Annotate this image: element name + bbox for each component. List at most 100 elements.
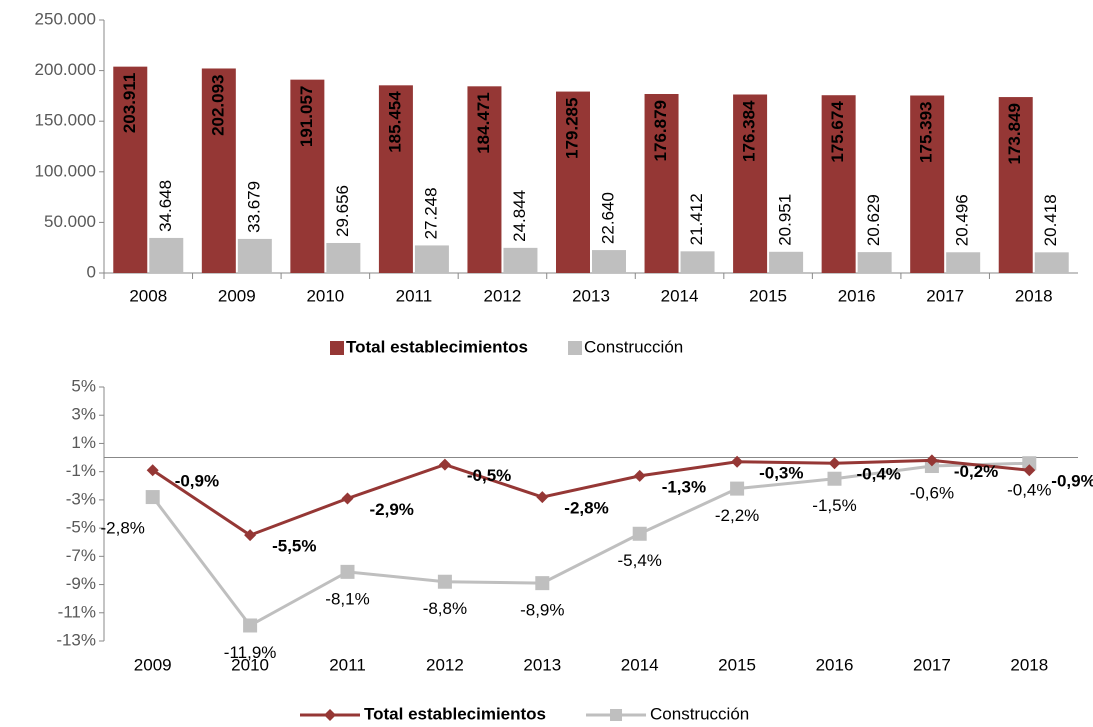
legend-marker (610, 709, 623, 721)
bar (769, 251, 804, 273)
bar (503, 247, 538, 273)
value-label: 203.911 (120, 73, 139, 134)
value-label: 185.454 (385, 91, 404, 153)
y-tick-label: 5% (71, 376, 96, 395)
legend-swatch (330, 341, 344, 355)
legend-swatch (568, 341, 583, 355)
y-tick-label: -11% (58, 602, 96, 621)
bar (149, 237, 184, 273)
x-tick-label: 2013 (572, 286, 610, 305)
bar (378, 85, 413, 273)
value-label: -0,3% (759, 463, 803, 482)
x-tick-label: 2012 (426, 655, 464, 674)
bar (556, 91, 590, 273)
bar (680, 251, 715, 273)
value-label: 33.679 (244, 181, 263, 233)
marker (146, 464, 159, 477)
line (151, 461, 1030, 628)
bar (201, 68, 236, 274)
value-label: 175.674 (828, 101, 847, 163)
y-tick-label: 1% (71, 433, 96, 452)
marker (340, 564, 355, 579)
legend-label: Total establecimientos (346, 337, 528, 356)
bar (910, 95, 945, 273)
bar (113, 66, 148, 274)
bar (946, 252, 981, 273)
value-label: 202.093 (208, 74, 227, 135)
bar (592, 250, 626, 273)
marker (243, 618, 258, 633)
legend-marker (324, 709, 336, 721)
marker (925, 454, 938, 467)
value-label: 20.496 (953, 194, 972, 246)
x-tick-label: 2008 (129, 286, 167, 305)
x-tick-label: 2015 (749, 286, 787, 305)
value-label: -0,9% (1051, 472, 1093, 491)
value-label: 24.844 (510, 190, 529, 242)
value-label: 34.648 (156, 180, 175, 232)
x-tick-label: 2011 (396, 286, 433, 305)
marker (536, 491, 549, 504)
y-tick-label: 50.000 (44, 212, 96, 231)
bar (733, 94, 768, 273)
marker (341, 492, 354, 505)
marker (632, 526, 647, 541)
value-label: -5,4% (617, 551, 661, 570)
bar (1034, 252, 1069, 273)
value-label: -1,5% (812, 496, 856, 515)
y-tick-label: 0 (87, 262, 96, 281)
bar (998, 97, 1033, 273)
value-label: -0,2% (954, 462, 998, 481)
x-tick-label: 2009 (218, 286, 256, 305)
x-tick-label: 2010 (231, 655, 269, 674)
x-tick-label: 2016 (816, 655, 854, 674)
value-label: -11,9% (224, 643, 277, 662)
legend-label: Construcción (584, 337, 683, 356)
value-label: 27.248 (421, 187, 440, 239)
marker (731, 455, 744, 468)
value-label: -0,6% (910, 484, 954, 503)
y-tick-label: 250.000 (35, 9, 96, 28)
line (151, 458, 1030, 537)
x-tick-label: 2018 (1010, 655, 1048, 674)
y-tick-label: -3% (66, 489, 96, 508)
x-tick-label: 2013 (523, 655, 561, 674)
x-tick-label: 2018 (1015, 286, 1053, 305)
marker (1023, 464, 1036, 477)
y-tick-label: -1% (66, 461, 96, 480)
y-tick-label: 100.000 (35, 161, 96, 180)
value-label: 20.418 (1041, 194, 1060, 246)
x-tick-label: 2014 (661, 286, 699, 305)
value-label: -0,9% (175, 472, 219, 491)
y-tick-label: -13% (56, 630, 96, 649)
x-tick-label: 2010 (306, 286, 344, 305)
y-tick-label: 150.000 (35, 111, 96, 130)
value-label: 22.640 (598, 192, 617, 244)
value-label: 175.393 (917, 102, 936, 163)
y-tick-label: 3% (71, 405, 96, 424)
bar (326, 242, 361, 273)
marker (1022, 456, 1037, 471)
value-label: 179.285 (562, 98, 581, 159)
value-label: 20.951 (776, 194, 795, 246)
bar (821, 95, 856, 273)
value-label: -0,4% (857, 465, 901, 484)
value-label: 184.471 (474, 92, 493, 153)
x-tick-label: 2017 (926, 286, 964, 305)
marker (827, 471, 842, 486)
marker (828, 457, 841, 470)
legend-label: Construcción (650, 704, 749, 723)
value-label: 21.412 (687, 193, 706, 245)
value-label: -1,3% (662, 477, 706, 496)
value-label: 191.057 (297, 86, 316, 147)
value-label: -2,8% (564, 499, 608, 518)
bar (414, 245, 449, 273)
x-tick-label: 2015 (718, 655, 756, 674)
bar (644, 93, 679, 274)
bar (237, 238, 272, 273)
value-label: -0,5% (467, 466, 511, 485)
marker (633, 469, 646, 482)
value-label: -2,8% (100, 519, 144, 538)
x-tick-label: 2016 (838, 286, 876, 305)
